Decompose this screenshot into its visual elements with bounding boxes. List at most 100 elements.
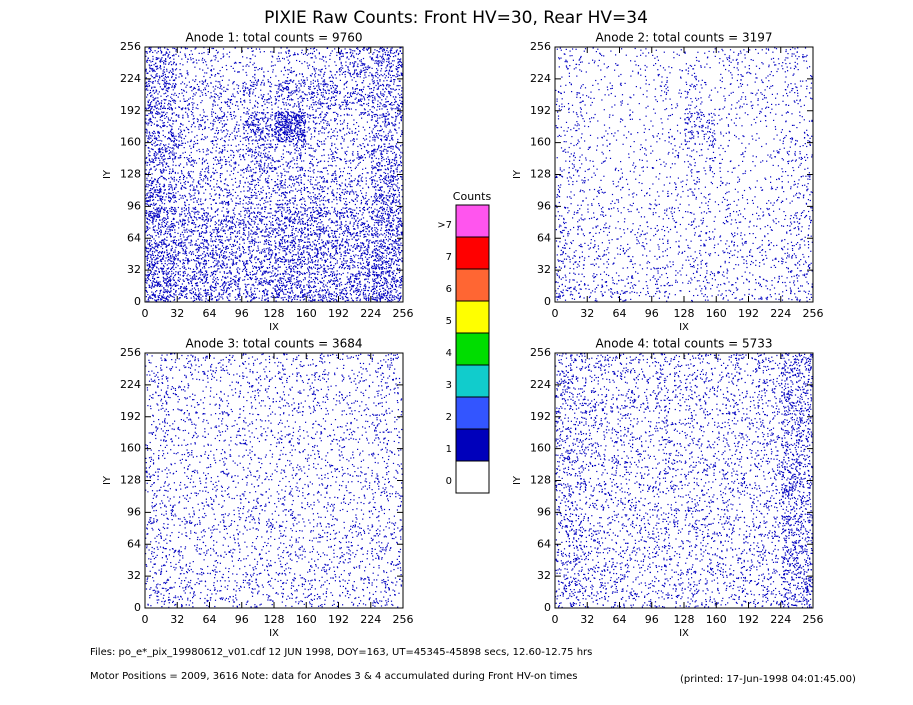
count-pixel [352,239,353,240]
count-pixel [311,277,312,278]
count-pixel [150,254,151,255]
count-pixel [339,227,340,228]
count-pixel [185,223,186,224]
count-pixel [163,227,164,228]
count-pixel [276,223,277,224]
count-pixel [151,248,152,249]
count-pixel [303,250,304,251]
count-pixel [233,279,234,280]
count-pixel [174,180,175,181]
count-pixel [180,242,181,243]
count-pixel [375,268,376,269]
count-pixel [297,248,298,249]
count-pixel [169,277,170,278]
count-pixel [323,213,324,214]
count-pixel [193,259,194,260]
count-pixel [257,228,258,229]
count-pixel [264,216,265,217]
count-pixel [292,292,293,293]
count-pixel [359,289,360,290]
count-pixel [292,260,293,261]
count-pixel [211,209,212,210]
count-pixel [321,299,322,300]
count-pixel [322,259,323,260]
count-pixel [345,296,346,297]
count-pixel [271,245,272,246]
count-pixel [317,229,318,230]
count-pixel [390,215,391,216]
count-pixel [278,207,279,208]
count-pixel [240,299,241,300]
count-pixel [392,300,393,301]
count-pixel [316,226,317,227]
count-pixel [240,211,241,212]
count-pixel [190,235,191,236]
count-pixel [335,299,336,300]
count-pixel [151,185,152,186]
count-pixel [244,211,245,212]
count-pixel [374,265,375,266]
count-pixel [337,243,338,244]
count-pixel [202,216,203,217]
count-pixel [380,285,381,286]
count-pixel [150,180,151,181]
count-pixel [263,271,264,272]
count-pixel [200,269,201,270]
count-pixel [307,214,308,215]
count-pixel [269,249,270,250]
count-pixel [317,236,318,237]
count-pixel [187,232,188,233]
count-pixel [248,216,249,217]
count-pixel [161,296,162,297]
count-pixel [163,240,164,241]
count-pixel [336,274,337,275]
count-cell [242,270,274,302]
count-pixel [368,273,369,274]
count-pixel [158,252,159,253]
count-pixel [360,210,361,211]
count-pixel [320,296,321,297]
count-pixel [281,230,282,231]
count-pixel [160,298,161,299]
count-pixel [290,293,291,294]
count-pixel [332,230,333,231]
count-pixel [324,277,325,278]
count-pixel [391,209,392,210]
count-pixel [160,210,161,211]
count-pixel [341,267,342,268]
figure-title: PIXIE Raw Counts: Front HV=30, Rear HV=3… [264,8,648,28]
count-pixel [314,261,315,262]
count-pixel [312,273,313,274]
count-pixel [382,234,383,235]
count-pixel [289,261,290,262]
count-pixel [386,281,387,282]
count-pixel [376,275,377,276]
count-pixel [368,290,369,291]
count-pixel [270,233,271,234]
count-pixel [381,218,382,219]
count-pixel [161,268,162,269]
count-pixel [334,222,335,223]
count-pixel [243,221,244,222]
count-pixel [300,239,301,240]
count-pixel [223,247,224,248]
count-pixel [310,244,311,245]
count-pixel [174,232,175,233]
count-pixel [383,246,384,247]
count-pixel [263,260,264,261]
count-pixel [322,228,323,229]
count-pixel [323,227,324,228]
count-pixel [180,271,181,272]
count-pixel [372,227,373,228]
count-pixel [275,291,276,292]
count-pixel [221,266,222,267]
count-pixel [191,211,192,212]
count-pixel [198,290,199,291]
count-pixel [347,272,348,273]
count-pixel [172,263,173,264]
count-pixel [376,231,377,232]
count-pixel [299,221,300,222]
count-pixel [272,268,273,269]
count-pixel [204,267,205,268]
count-pixel [399,234,400,235]
